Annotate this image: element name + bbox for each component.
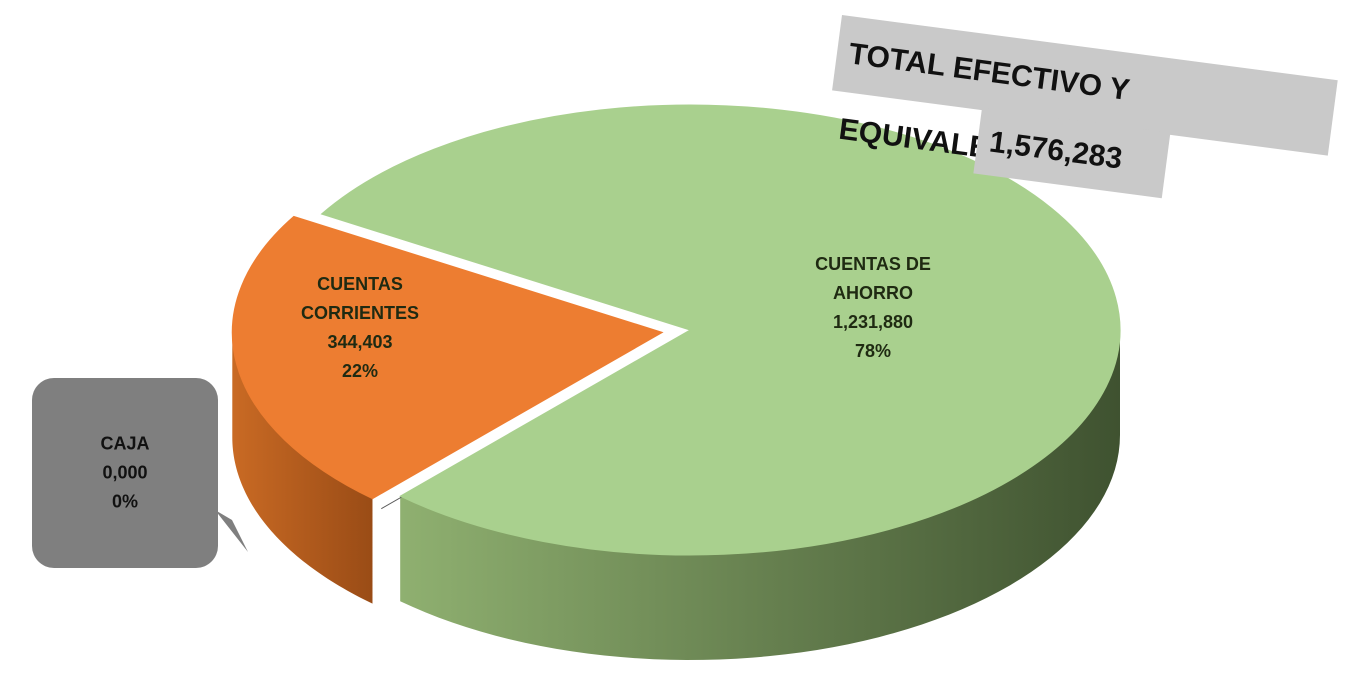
value-label: 1,231,880 xyxy=(832,312,914,332)
percent-label: 0% xyxy=(111,491,139,512)
percent-label: 78% xyxy=(854,341,892,361)
slice-label: CUENTAS CORRIENTES 344,403 22% xyxy=(290,270,430,386)
slice-side xyxy=(232,332,373,604)
slice-side xyxy=(400,330,1120,660)
category-label: CUENTAS DE AHORRO xyxy=(815,254,931,303)
slice-label: CAJA 0,000 0% xyxy=(100,430,149,517)
slice-label: CUENTAS DE AHORRO 1,231,880 78% xyxy=(798,250,948,366)
category-label: CAJA xyxy=(100,433,150,454)
callout-tail xyxy=(215,510,248,552)
pie-slice xyxy=(320,104,1121,556)
pie-slice xyxy=(231,215,664,500)
value-label: 0,000 xyxy=(102,462,148,483)
percent-label: 22% xyxy=(341,361,379,381)
category-label: CUENTAS CORRIENTES xyxy=(300,274,419,323)
value-label: 344,403 xyxy=(327,332,393,352)
callout-box xyxy=(32,378,218,568)
